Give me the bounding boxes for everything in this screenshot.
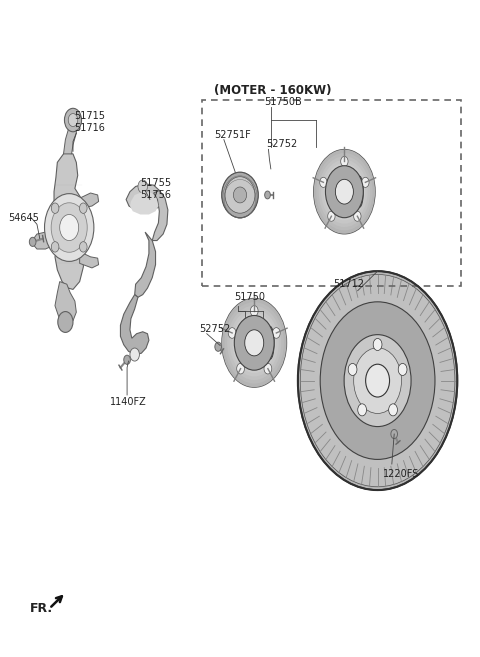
Circle shape [227, 306, 281, 380]
Text: 51750B: 51750B [264, 97, 301, 107]
Polygon shape [80, 193, 98, 208]
Text: FR.: FR. [30, 602, 53, 615]
Circle shape [51, 203, 59, 214]
Circle shape [326, 166, 363, 217]
Circle shape [344, 334, 411, 426]
Circle shape [51, 203, 87, 252]
Circle shape [138, 180, 147, 193]
Circle shape [314, 150, 375, 234]
Circle shape [328, 211, 335, 221]
Text: 51750: 51750 [234, 292, 265, 302]
Circle shape [366, 364, 390, 397]
Text: 51755
51756: 51755 51756 [140, 178, 171, 200]
Text: 51712: 51712 [334, 279, 365, 290]
Polygon shape [120, 294, 149, 355]
Circle shape [298, 271, 457, 490]
Polygon shape [135, 232, 156, 297]
Ellipse shape [356, 176, 363, 208]
Circle shape [324, 163, 365, 220]
Circle shape [321, 160, 368, 223]
Circle shape [60, 214, 79, 240]
Circle shape [264, 363, 272, 374]
Circle shape [251, 306, 258, 316]
Polygon shape [152, 191, 168, 240]
Circle shape [341, 156, 348, 166]
Circle shape [215, 342, 221, 351]
Circle shape [348, 363, 357, 375]
Text: 52751F: 52751F [214, 129, 251, 139]
Ellipse shape [222, 172, 258, 217]
Circle shape [232, 313, 276, 373]
Circle shape [80, 203, 87, 214]
Circle shape [58, 311, 73, 332]
Circle shape [325, 166, 363, 217]
Polygon shape [126, 184, 162, 212]
Text: 52752: 52752 [266, 139, 297, 149]
Circle shape [354, 211, 361, 221]
Circle shape [391, 430, 397, 439]
Circle shape [320, 302, 435, 459]
Circle shape [51, 242, 59, 252]
Circle shape [234, 315, 274, 370]
Polygon shape [55, 282, 76, 322]
Circle shape [300, 275, 455, 487]
Circle shape [398, 363, 407, 375]
Circle shape [373, 338, 382, 351]
Text: 1220FS: 1220FS [383, 468, 420, 478]
Circle shape [336, 179, 353, 204]
Circle shape [314, 150, 375, 234]
Circle shape [389, 404, 397, 416]
Circle shape [354, 348, 401, 413]
Text: (MOTER - 160KW): (MOTER - 160KW) [214, 83, 331, 97]
Text: 54645: 54645 [9, 213, 39, 223]
Circle shape [80, 242, 87, 252]
Circle shape [68, 114, 78, 127]
Circle shape [362, 177, 369, 187]
Circle shape [228, 328, 236, 338]
Circle shape [64, 108, 82, 132]
Circle shape [237, 363, 244, 374]
Circle shape [45, 194, 94, 261]
Circle shape [124, 355, 131, 365]
Circle shape [358, 404, 367, 416]
Circle shape [320, 177, 327, 187]
Circle shape [222, 298, 287, 387]
Polygon shape [54, 152, 84, 290]
Circle shape [225, 302, 284, 384]
Circle shape [222, 298, 287, 387]
Polygon shape [130, 192, 158, 214]
Text: 51715
51716: 51715 51716 [74, 112, 105, 133]
Text: 52752: 52752 [200, 324, 231, 334]
Circle shape [319, 156, 370, 227]
Ellipse shape [225, 177, 255, 213]
Circle shape [316, 153, 372, 231]
Polygon shape [34, 231, 54, 249]
Polygon shape [63, 122, 76, 154]
Circle shape [130, 348, 139, 361]
Ellipse shape [233, 187, 247, 203]
Polygon shape [80, 252, 98, 268]
Ellipse shape [266, 327, 274, 359]
Text: 1140FZ: 1140FZ [110, 397, 147, 407]
Circle shape [264, 191, 270, 199]
Circle shape [29, 237, 36, 246]
Circle shape [273, 328, 280, 338]
Circle shape [230, 309, 279, 376]
Circle shape [245, 330, 264, 356]
Circle shape [235, 316, 274, 369]
